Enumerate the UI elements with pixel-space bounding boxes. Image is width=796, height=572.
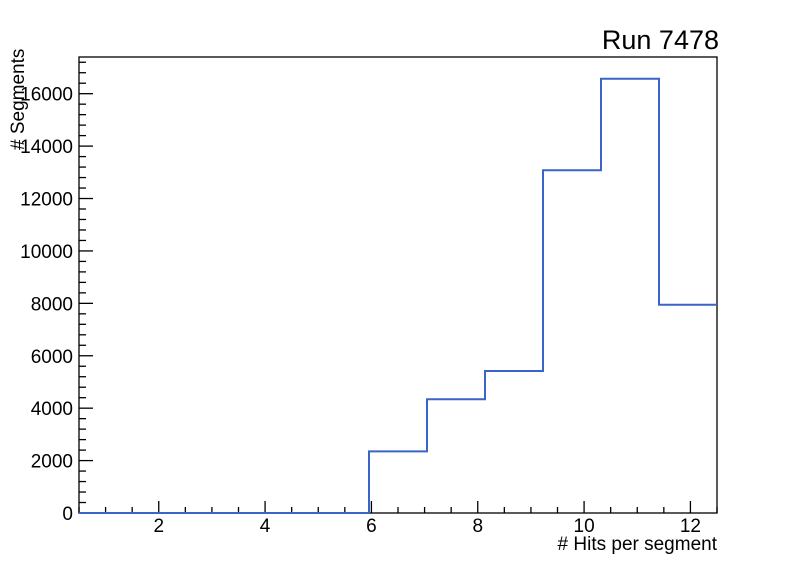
plot-frame (78, 56, 718, 514)
x-axis-title: # Hits per segment (557, 534, 717, 555)
plot-title: Run 7478 (601, 25, 719, 55)
y-tick-label: 16000 (20, 85, 73, 106)
x-tick-label: 6 (366, 516, 377, 537)
y-tick-label: 2000 (31, 452, 73, 473)
x-tick-label: 10 (574, 516, 595, 537)
y-tick-label: 6000 (31, 347, 73, 368)
x-tick-label: 2 (153, 516, 164, 537)
y-tick-label: 0 (62, 504, 73, 525)
y-tick-label: 8000 (31, 294, 73, 315)
y-tick-label: 12000 (20, 190, 73, 211)
x-axis-ticks (78, 501, 718, 513)
x-tick-label: 8 (472, 516, 483, 537)
histogram-line (79, 77, 717, 514)
y-tick-label: 10000 (20, 242, 73, 263)
y-tick-label: 4000 (31, 399, 73, 420)
y-axis-ticks (79, 61, 93, 514)
y-axis-title: # Segments (8, 48, 29, 150)
x-tick-label: 4 (260, 516, 271, 537)
y-tick-label: 14000 (20, 137, 73, 158)
x-axis-tick-labels: 2 4 6 8 10 12 (153, 516, 701, 537)
histogram (79, 77, 717, 514)
x-tick-label: 12 (680, 516, 701, 537)
y-axis-tick-labels: 0 2000 4000 6000 8000 10000 12000 14000 16000 (20, 85, 73, 525)
